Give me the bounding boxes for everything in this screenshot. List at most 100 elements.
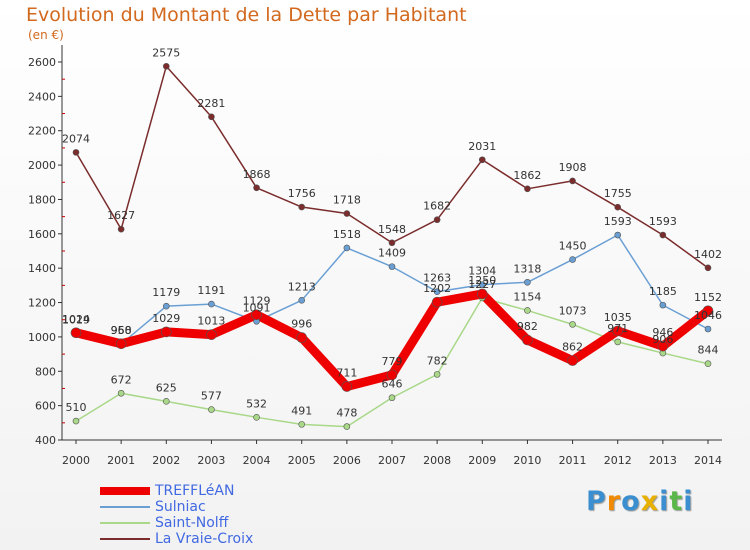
data-label: 1548 — [378, 223, 406, 236]
x-tick-label: 2003 — [197, 454, 225, 467]
data-label: 1908 — [559, 161, 587, 174]
data-label: 960 — [111, 324, 132, 337]
data-point — [298, 421, 306, 428]
data-label: 510 — [66, 401, 87, 414]
data-label: 1013 — [197, 315, 225, 328]
data-label: 1154 — [513, 290, 541, 303]
data-point — [343, 210, 351, 217]
y-tick-label: 1000 — [28, 331, 56, 344]
y-tick-label: 1800 — [28, 193, 56, 206]
data-point — [704, 264, 712, 272]
data-point — [704, 360, 712, 368]
y-tick-label: 400 — [35, 434, 56, 447]
data-point — [614, 231, 622, 239]
logo-letter: o — [621, 486, 641, 517]
data-point — [206, 329, 217, 340]
x-tick-label: 2006 — [333, 454, 361, 467]
logo-letter: i — [683, 486, 694, 517]
data-label: 2074 — [62, 132, 90, 145]
data-point — [614, 338, 622, 346]
data-label: 982 — [517, 320, 538, 333]
logo-letter: i — [659, 486, 670, 517]
data-label: 478 — [336, 407, 357, 420]
x-tick-label: 2013 — [649, 454, 677, 467]
data-label: 862 — [562, 341, 583, 354]
data-label: 2281 — [197, 97, 225, 110]
data-label: 1046 — [694, 309, 722, 322]
data-label: 1129 — [243, 295, 271, 308]
line-chart: 400 600 800 1000 1200 1400 1600 1800 2000 2200 240… — [28, 45, 722, 467]
legend-swatch — [100, 506, 150, 508]
data-point — [208, 300, 215, 308]
x-tick-label: 2007 — [378, 454, 406, 467]
data-label: 1263 — [423, 272, 451, 285]
data-label: 646 — [382, 378, 403, 391]
data-point — [476, 288, 488, 300]
logo-letter: x — [640, 486, 660, 517]
data-label: 1862 — [513, 169, 541, 182]
chart-title: Evolution du Montant de la Dette par Hab… — [26, 4, 467, 26]
data-label: 1179 — [152, 286, 180, 299]
y-tick-label: 600 — [35, 400, 56, 413]
data-label: 1756 — [288, 187, 316, 200]
data-point — [115, 338, 127, 350]
x-tick-label: 2010 — [513, 454, 541, 467]
data-point — [386, 369, 398, 381]
data-label: 1019 — [62, 314, 90, 327]
chart-unit: (en €) — [28, 28, 64, 42]
data-label: 2031 — [468, 140, 496, 153]
data-label: 491 — [291, 404, 312, 417]
legend-swatch — [100, 538, 150, 540]
logo-letter: r — [606, 486, 622, 517]
data-point — [659, 301, 667, 309]
x-tick-label: 2002 — [152, 454, 180, 467]
data-label: 625 — [156, 381, 177, 394]
data-point — [567, 355, 578, 366]
data-label: 1202 — [423, 282, 451, 295]
x-tick-label: 2005 — [288, 454, 316, 467]
data-point — [431, 296, 443, 308]
y-tick-label: 2600 — [28, 56, 56, 69]
data-label: 1450 — [559, 240, 587, 253]
data-label: 1682 — [423, 200, 451, 213]
data-point — [569, 321, 576, 328]
x-tick-label: 2001 — [107, 454, 135, 467]
y-tick-label: 2400 — [28, 90, 56, 103]
data-point — [569, 177, 576, 185]
data-point — [524, 278, 531, 286]
data-label: 1152 — [694, 291, 722, 304]
proxiti-logo: Proxiti — [586, 486, 694, 517]
data-point — [298, 297, 306, 304]
legend-label: La Vraie-Croix — [155, 531, 254, 547]
data-point — [702, 305, 714, 317]
data-label: 1304 — [468, 265, 496, 278]
data-point — [524, 185, 531, 193]
x-tick-label: 2008 — [423, 454, 451, 467]
x-tick-label: 2012 — [604, 454, 632, 467]
legend-label: TREFFLéAN — [155, 483, 235, 499]
data-label: 2575 — [152, 46, 180, 59]
data-label: 1318 — [513, 262, 541, 275]
data-point — [296, 332, 308, 343]
data-point — [117, 225, 125, 233]
y-tick-label: 1400 — [28, 262, 56, 275]
data-label: 1518 — [333, 228, 361, 241]
data-point — [70, 327, 82, 339]
data-label: 906 — [652, 333, 673, 346]
data-label: 1035 — [604, 311, 632, 324]
data-point — [162, 398, 170, 405]
data-label: 996 — [291, 318, 312, 331]
y-tick-label: 2200 — [28, 125, 56, 138]
data-label: 1024 — [62, 313, 90, 326]
data-label: 577 — [201, 390, 222, 403]
data-label: 971 — [607, 322, 628, 335]
legend-label: Sulniac — [155, 499, 206, 515]
logo-letter: P — [586, 486, 607, 517]
data-label: 1029 — [152, 312, 180, 325]
data-label: 532 — [246, 397, 267, 410]
data-point — [524, 307, 531, 314]
legend-label: Saint-Nolff — [155, 515, 229, 531]
data-label: 1213 — [288, 280, 316, 293]
y-tick-label: 2000 — [28, 159, 56, 172]
data-label: 1185 — [649, 285, 677, 298]
